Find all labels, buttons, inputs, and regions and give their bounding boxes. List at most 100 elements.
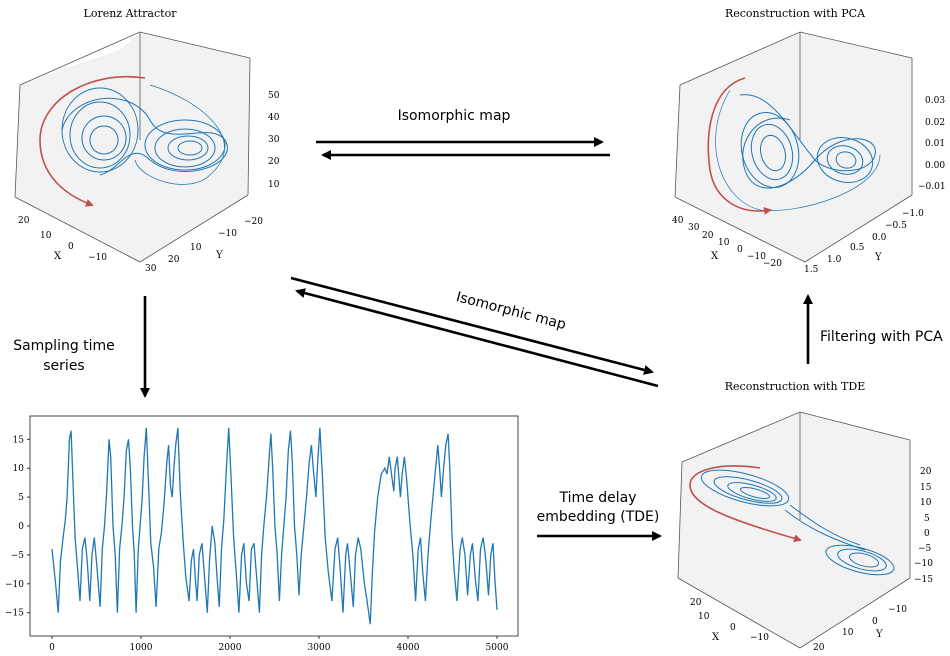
svg-text:0: 0 — [68, 242, 74, 252]
svg-text:20: 20 — [920, 467, 932, 477]
svg-text:30: 30 — [268, 135, 280, 145]
tde-title: Reconstruction with TDE — [725, 380, 866, 393]
svg-text:−1.0: −1.0 — [902, 209, 924, 219]
tde-z-ticks: 20 15 10 5 0 −5 −10 −15 — [914, 467, 933, 585]
time-series-x-ticks: 0 1000 2000 3000 4000 5000 — [49, 636, 509, 653]
svg-text:−10: −10 — [750, 633, 769, 643]
pca-title: Reconstruction with PCA — [725, 7, 866, 20]
svg-text:50: 50 — [268, 91, 280, 101]
tde-label-line2: embedding (TDE) — [537, 509, 660, 525]
pca-y-ticks: 1.5 1.0 0.5 0.0 −0.5 −1.0 — [804, 209, 924, 275]
x-tick-label: 5000 — [486, 643, 509, 653]
tde-x-label: X — [712, 632, 720, 643]
svg-text:−10: −10 — [218, 229, 237, 239]
lorenz-z-ticks: 50 40 30 20 10 — [268, 91, 280, 190]
tde-y-ticks: 20 10 0 −10 — [813, 605, 907, 653]
svg-text:1.0: 1.0 — [827, 255, 842, 265]
svg-text:0.03: 0.03 — [925, 96, 945, 106]
isomorphic-diag-label: Isomorphic map — [454, 289, 567, 333]
x-tick-label: 4000 — [397, 643, 420, 653]
svg-text:0: 0 — [730, 623, 736, 633]
svg-text:20: 20 — [18, 216, 30, 226]
isomorphic-top-label: Isomorphic map — [398, 108, 511, 124]
svg-text:0: 0 — [872, 617, 878, 627]
svg-text:−10: −10 — [914, 559, 933, 569]
svg-text:0.00: 0.00 — [925, 161, 945, 171]
tde-axes-box — [677, 411, 911, 649]
sampling-label-line1: Sampling time — [13, 338, 115, 354]
svg-text:40: 40 — [268, 113, 280, 123]
lorenz-attractor-curve — [61, 84, 228, 185]
isomorphic-top-arrows — [316, 137, 610, 160]
pca-highlight-trajectory — [707, 77, 772, 215]
tde-x-ticks: 20 10 0 −10 — [690, 598, 769, 643]
pca-z-ticks: 0.03 0.02 0.01 0.00 −0.01 — [918, 96, 946, 192]
x-tick-label: 1000 — [130, 643, 153, 653]
svg-text:−20: −20 — [244, 217, 263, 227]
svg-text:−15: −15 — [914, 575, 933, 585]
svg-text:−10: −10 — [888, 605, 907, 615]
filtering-label: Filtering with PCA — [820, 329, 943, 345]
svg-text:10: 10 — [268, 180, 280, 190]
svg-text:1.5: 1.5 — [804, 265, 819, 275]
svg-text:5: 5 — [924, 514, 930, 524]
svg-text:15: 15 — [920, 483, 932, 493]
sampling-label-line2: series — [43, 358, 84, 374]
svg-text:−20: −20 — [763, 259, 782, 269]
isomorphic-diag-arrows — [290, 276, 659, 388]
pca-curve — [715, 89, 881, 211]
svg-text:0.5: 0.5 — [850, 243, 865, 253]
pca-axes-box — [674, 31, 913, 263]
svg-text:−10: −10 — [88, 253, 107, 263]
svg-text:10: 10 — [190, 243, 202, 253]
tde-panel: Reconstruction with TDE 20 15 10 5 — [677, 380, 933, 653]
svg-text:20: 20 — [268, 157, 280, 167]
svg-text:−10: −10 — [747, 252, 766, 262]
y-tick-label: −15 — [5, 609, 24, 619]
svg-text:−5: −5 — [918, 544, 932, 554]
svg-text:40: 40 — [672, 216, 684, 226]
time-series-y-ticks: 15 10 5 0 −5 −10 −15 — [5, 435, 30, 619]
svg-text:10: 10 — [842, 628, 854, 638]
y-tick-label: −5 — [11, 551, 25, 561]
tde-highlight-trajectory — [689, 465, 802, 543]
y-tick-label: 0 — [18, 522, 24, 532]
svg-text:−0.5: −0.5 — [885, 221, 907, 231]
time-series-panel: 15 10 5 0 −5 −10 −15 0 1000 2000 3000 4000 5000 — [5, 415, 519, 653]
svg-text:10: 10 — [698, 612, 710, 622]
svg-text:20: 20 — [702, 231, 714, 241]
x-tick-label: 2000 — [219, 643, 242, 653]
y-tick-label: 5 — [18, 493, 24, 503]
svg-text:0.0: 0.0 — [872, 233, 887, 243]
svg-text:−0.01: −0.01 — [918, 182, 946, 192]
pca-panel: Reconstruction with PCA 0.03 0.02 0.01 0… — [672, 7, 946, 275]
tde-y-label: Y — [875, 629, 883, 640]
svg-text:0: 0 — [924, 529, 930, 539]
svg-text:0: 0 — [737, 245, 743, 255]
svg-text:20: 20 — [690, 598, 702, 608]
y-tick-label: −10 — [5, 580, 24, 590]
tde-curve — [700, 469, 895, 576]
lorenz-x-ticks: 20 10 0 −10 — [18, 216, 107, 263]
lorenz-y-label: Y — [215, 250, 223, 261]
lorenz-highlight-trajectory — [39, 76, 146, 207]
svg-text:20: 20 — [168, 255, 180, 265]
pca-x-label: X — [711, 251, 719, 262]
lorenz-title: Lorenz Attractor — [84, 7, 178, 20]
x-tick-label: 3000 — [308, 643, 331, 653]
svg-text:0.02: 0.02 — [925, 118, 945, 128]
y-tick-label: 10 — [13, 464, 25, 474]
pca-y-label: Y — [874, 252, 882, 263]
y-tick-label: 15 — [13, 435, 25, 445]
svg-text:10: 10 — [920, 498, 932, 508]
lorenz-y-ticks: 30 20 10 −10 −20 — [145, 217, 263, 274]
x-tick-label: 0 — [49, 643, 55, 653]
lorenz-panel: Lorenz Attractor 50 40 30 20 — [14, 7, 280, 274]
svg-text:30: 30 — [688, 223, 700, 233]
pca-x-ticks: 40 30 20 10 0 −10 −20 — [672, 216, 782, 269]
lorenz-x-label: X — [54, 251, 62, 262]
time-series-line — [51, 427, 498, 625]
tde-label-line1: Time delay — [559, 490, 637, 506]
svg-text:10: 10 — [718, 238, 730, 248]
